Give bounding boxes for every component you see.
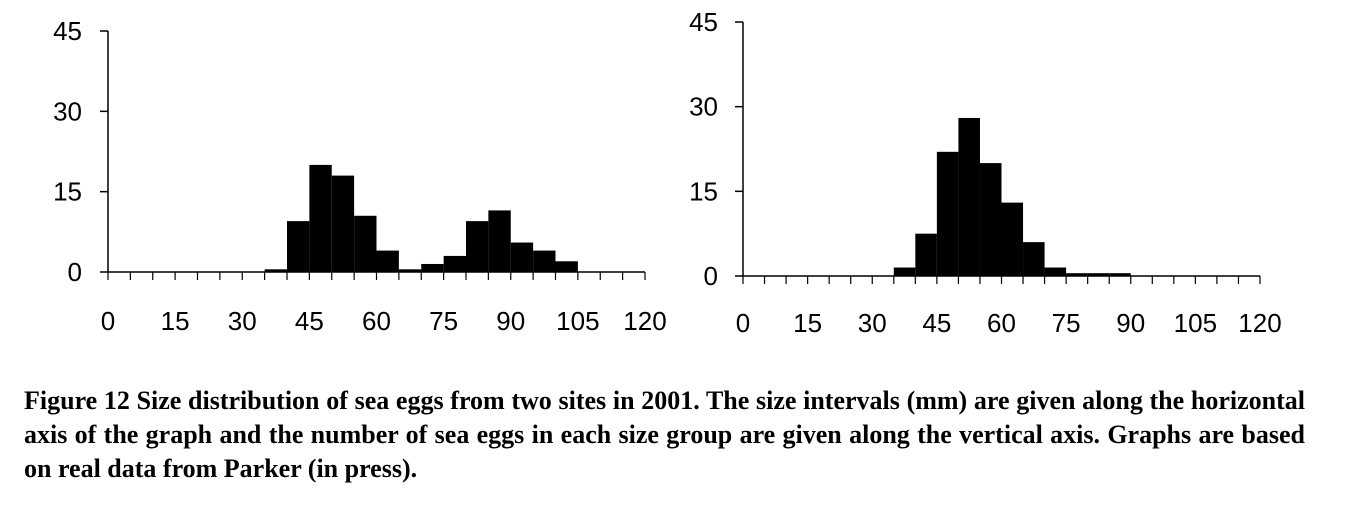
x-tick-label: 45 bbox=[295, 306, 324, 336]
y-tick-label: 45 bbox=[53, 16, 82, 46]
histogram-bar bbox=[287, 221, 310, 272]
histogram-bar bbox=[533, 250, 556, 272]
histogram-bar bbox=[421, 263, 444, 272]
x-tick-label: 60 bbox=[362, 306, 391, 336]
x-tick-label: 30 bbox=[228, 306, 257, 336]
x-tick-label: 75 bbox=[429, 306, 458, 336]
histogram-bar bbox=[488, 210, 511, 272]
histogram-bar bbox=[376, 250, 399, 272]
histogram-bar bbox=[398, 269, 422, 272]
y-tick-label: 15 bbox=[53, 177, 82, 207]
y-tick-label: 0 bbox=[68, 257, 82, 287]
x-tick-label: 90 bbox=[496, 306, 525, 336]
histogram-site-1: 0 15 30 45 0 15 30 45 60 75 90 105 120 bbox=[53, 16, 667, 336]
y-tick-label: 30 bbox=[53, 96, 82, 126]
figure-caption: Figure 12 Size distribution of sea eggs … bbox=[24, 386, 1305, 483]
histogram-bar bbox=[264, 269, 287, 272]
histogram-bar bbox=[466, 221, 489, 272]
histogram-bar bbox=[555, 261, 578, 272]
histogram-bar bbox=[443, 255, 466, 272]
x-tick-label: 0 bbox=[101, 306, 115, 336]
x-tick-label: 120 bbox=[623, 306, 666, 336]
histogram-bar bbox=[354, 215, 377, 272]
histogram-bar bbox=[331, 175, 355, 272]
histogram-bar bbox=[510, 242, 534, 272]
histogram-bar bbox=[309, 164, 332, 272]
x-tick-label: 105 bbox=[556, 306, 599, 336]
x-tick-label: 15 bbox=[161, 306, 190, 336]
